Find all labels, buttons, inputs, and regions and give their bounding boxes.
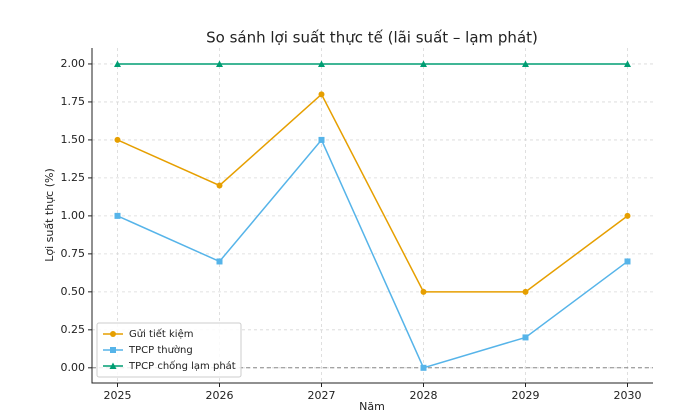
marker xyxy=(420,364,427,371)
marker xyxy=(624,212,631,219)
marker xyxy=(216,258,223,265)
marker xyxy=(216,182,223,189)
x-tick-label: 2025 xyxy=(104,389,132,402)
marker xyxy=(114,60,121,67)
marker xyxy=(318,60,325,67)
legend-label: Gửi tiết kiệm xyxy=(129,328,193,340)
marker xyxy=(624,258,631,265)
y-tick-label: 1.75 xyxy=(61,95,86,108)
x-axis-label: Năm xyxy=(359,400,385,413)
chart-title: So sánh lợi suất thực tế (lãi suất – lạm… xyxy=(206,29,538,47)
x-tick-label: 2029 xyxy=(512,389,540,402)
axes xyxy=(91,48,653,384)
legend-marker xyxy=(110,347,116,353)
marker xyxy=(624,60,631,67)
marker xyxy=(522,334,529,341)
legend-box xyxy=(96,322,242,378)
x-tick-label: 2027 xyxy=(308,389,336,402)
y-tick-label: 0.75 xyxy=(61,247,86,260)
marker xyxy=(420,288,427,295)
series-line xyxy=(117,138,628,369)
x-tick-label: 2030 xyxy=(614,389,642,402)
legend-label: TPCP thường xyxy=(128,344,193,356)
x-tick-label: 2026 xyxy=(206,389,234,402)
marker xyxy=(318,136,325,143)
series-line xyxy=(117,93,628,293)
marker xyxy=(318,91,325,98)
legend-label: TPCP chống lạm phát xyxy=(128,360,236,372)
marker xyxy=(114,136,121,143)
marker xyxy=(522,288,529,295)
y-tick-label: 1.00 xyxy=(61,209,86,222)
y-tick-label: 0.50 xyxy=(61,285,86,298)
marker xyxy=(216,60,223,67)
x-tick-label: 2028 xyxy=(410,389,438,402)
y-tick-label: 0.00 xyxy=(61,361,86,374)
y-tick-label: 1.25 xyxy=(61,171,86,184)
y-tick-label: 1.50 xyxy=(61,133,86,146)
y-tick-label: 0.25 xyxy=(61,323,86,336)
marker xyxy=(522,60,529,67)
legend-marker xyxy=(109,362,117,369)
y-axis-label: Lợi suất thực (%) xyxy=(43,168,56,262)
marker xyxy=(420,60,427,67)
y-tick-label: 2.00 xyxy=(61,57,86,70)
marker xyxy=(114,212,121,219)
legend-marker xyxy=(110,331,116,337)
